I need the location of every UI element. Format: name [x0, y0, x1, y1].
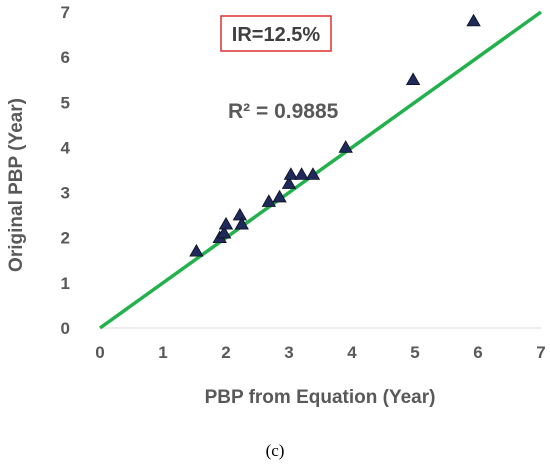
data-point [218, 216, 234, 230]
trendline [98, 10, 543, 330]
y-tick-label: 2 [61, 229, 70, 248]
data-point [232, 207, 248, 221]
data-point [466, 13, 481, 27]
x-tick-label: 6 [473, 343, 482, 362]
y-tick-labels: 0 1 2 3 4 5 6 7 [61, 3, 71, 338]
data-point [338, 140, 353, 153]
figure-caption: (c) [266, 441, 285, 460]
data-point [283, 167, 299, 180]
data-point [189, 243, 204, 257]
x-tick-label: 2 [221, 343, 230, 362]
x-tick-label: 0 [95, 343, 104, 362]
y-tick-label: 4 [61, 138, 71, 157]
trendline-layer [98, 10, 543, 330]
x-tick-label: 3 [284, 343, 293, 362]
data-point [294, 167, 309, 180]
x-tick-labels: 0 1 2 3 4 5 6 7 [95, 343, 545, 362]
x-axis-title: PBP from Equation (Year) [205, 387, 436, 408]
y-tick-label: 3 [61, 184, 70, 203]
x-tick-label: 4 [347, 343, 357, 362]
y-tick-label: 0 [61, 319, 70, 338]
r-squared-label: R² = 0.9885 [228, 100, 339, 123]
x-tick-label: 5 [410, 343, 419, 362]
ir-annotation-label: IR=12.5% [232, 24, 321, 46]
y-tick-label: 1 [61, 274, 70, 293]
x-tick-label: 1 [158, 343, 167, 362]
y-tick-label: 7 [61, 3, 70, 22]
ir-annotation-box [220, 15, 332, 52]
data-points-layer [189, 13, 481, 257]
data-point [234, 216, 249, 230]
data-point [281, 176, 297, 189]
x-tick-label: 7 [536, 343, 545, 362]
data-point [272, 189, 287, 203]
y-axis-title: Original PBP (Year) [6, 98, 27, 272]
data-point [216, 225, 232, 239]
data-point [261, 194, 277, 207]
y-tick-label: 5 [61, 93, 70, 112]
y-tick-label: 6 [61, 48, 70, 67]
data-point [405, 72, 421, 85]
data-point [305, 167, 321, 180]
